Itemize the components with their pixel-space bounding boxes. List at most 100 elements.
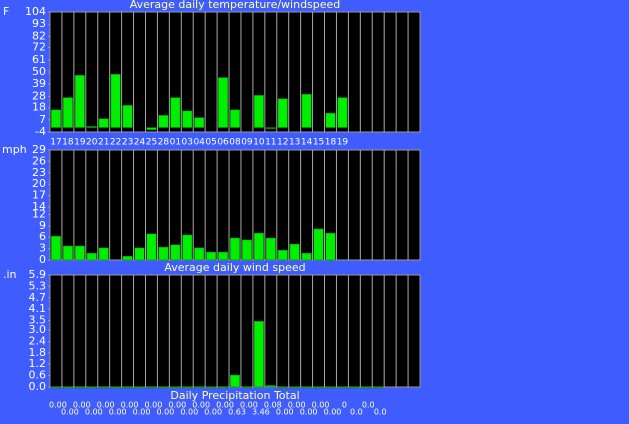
y-tick-label: 4.1	[29, 302, 47, 315]
value-label: 0.0	[374, 408, 387, 417]
bar	[253, 321, 264, 388]
x-tick-label: 12	[277, 138, 288, 148]
bar	[158, 386, 169, 389]
value-label: 0.00	[276, 408, 294, 417]
bar	[170, 244, 181, 261]
bar	[325, 112, 336, 128]
x-tick-label: 18	[325, 138, 337, 148]
value-label: 0.0	[362, 401, 375, 410]
y-tick-label: 0.0	[29, 380, 47, 393]
bar	[206, 386, 217, 389]
x-tick-label: 08	[229, 138, 241, 148]
y-tick-label: 3.0	[29, 323, 47, 336]
bar	[325, 232, 336, 261]
value-label: 0.00	[324, 408, 342, 417]
bar	[50, 109, 61, 128]
bar	[265, 127, 276, 129]
value-label: 3.46	[252, 408, 270, 417]
unit-label: mph	[2, 143, 27, 156]
value-label: 0.00	[73, 401, 91, 410]
chart-title: Average daily wind speed	[164, 261, 305, 274]
bar	[50, 235, 61, 261]
bar	[229, 109, 241, 128]
x-tick-label: 09	[241, 138, 253, 148]
value-label: 0.00	[240, 401, 258, 410]
value-label: 0.00	[288, 401, 306, 410]
bar	[241, 386, 252, 389]
value-label: 0.00	[180, 408, 198, 417]
bar	[194, 386, 205, 389]
x-tick-label: 06	[217, 138, 229, 148]
y-tick-label: 3.5	[29, 314, 47, 327]
value-label: 0.00	[168, 401, 186, 410]
y-tick-label: 4.7	[29, 291, 47, 304]
chart-title: Daily Precipitation Total	[170, 389, 299, 402]
bar	[241, 239, 252, 261]
value-label: 0.08	[264, 401, 282, 410]
value-label: 0.00	[192, 401, 210, 410]
bar	[110, 73, 121, 128]
value-label: 0.00	[121, 401, 139, 410]
value-label: 0.00	[300, 408, 318, 417]
bar	[229, 237, 241, 261]
bar	[134, 247, 145, 261]
y-tick-label: 26	[32, 154, 46, 167]
bar	[265, 237, 276, 261]
bar	[218, 77, 229, 128]
x-tick-label: 15	[313, 138, 324, 148]
bar	[253, 95, 264, 128]
y-tick-label: 61	[32, 53, 46, 66]
value-label: 0.00	[61, 408, 79, 417]
y-tick-label: 28	[32, 89, 46, 102]
x-tick-label: 04	[193, 138, 205, 148]
bar	[98, 247, 109, 261]
y-tick-label: 9	[39, 219, 46, 232]
value-label: 0.00	[216, 401, 234, 410]
bar	[229, 374, 241, 388]
bar	[74, 386, 85, 389]
bar	[218, 386, 229, 389]
bar	[265, 385, 276, 388]
x-tick-label: 19	[337, 138, 349, 148]
value-label: 0.00	[109, 408, 127, 417]
x-tick-label: 18	[62, 138, 74, 148]
value-label: 0.63	[228, 408, 246, 417]
y-tick-label: 7	[39, 113, 46, 126]
value-label: 0.00	[49, 401, 67, 410]
bar	[158, 246, 169, 261]
x-tick-label: 03	[182, 138, 193, 148]
bar	[206, 251, 217, 261]
bar	[194, 247, 205, 261]
bar	[62, 386, 73, 389]
x-tick-label: 22	[110, 138, 121, 148]
x-tick-label: 05	[205, 138, 216, 148]
bar	[301, 93, 312, 128]
x-tick-label: 17	[50, 138, 61, 148]
bar	[277, 249, 288, 261]
x-tick-label: 21	[98, 138, 109, 148]
y-tick-label: -4	[35, 125, 46, 138]
bar	[146, 233, 157, 261]
bar	[170, 97, 181, 128]
bar	[158, 115, 169, 128]
bar	[361, 386, 372, 389]
bar	[122, 255, 133, 261]
x-tick-label: 25	[146, 138, 157, 148]
y-tick-label: 2.4	[29, 334, 47, 347]
bar	[98, 386, 109, 389]
y-tick-label: 17	[32, 189, 46, 202]
bar	[313, 228, 324, 261]
bar	[98, 118, 109, 128]
y-tick-label: 1.2	[29, 357, 47, 370]
bar	[182, 110, 193, 128]
y-tick-label: 23	[32, 166, 46, 179]
y-tick-label: 0.6	[29, 369, 47, 382]
bar	[373, 386, 384, 389]
bar	[277, 386, 288, 389]
y-tick-label: 0	[39, 253, 46, 266]
value-label: 0.00	[97, 401, 115, 410]
bar	[122, 386, 133, 389]
bar	[74, 75, 85, 128]
bar	[337, 97, 348, 128]
